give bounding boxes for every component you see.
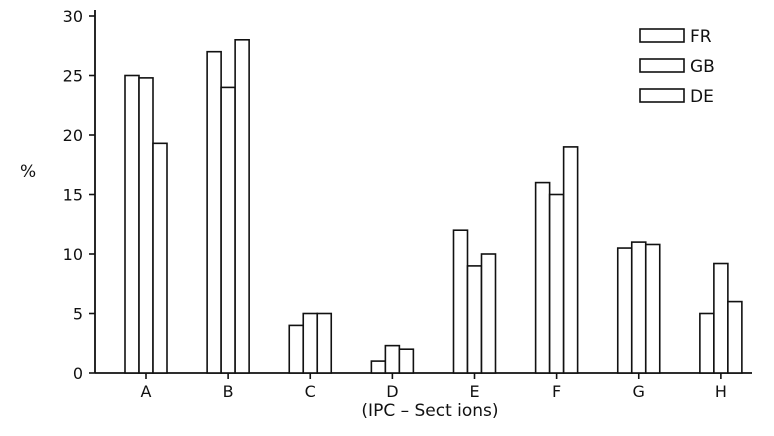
bar-A-DE xyxy=(152,142,168,374)
y-tick-label: 25 xyxy=(63,67,83,86)
bar-E-GB xyxy=(466,265,483,374)
legend-swatch-GB xyxy=(639,58,685,73)
y-tick-label: 5 xyxy=(73,305,83,324)
x-tick-label: C xyxy=(305,382,316,401)
bar-F-GB xyxy=(548,193,565,374)
bar-F-FR xyxy=(534,181,551,374)
x-tick-label: A xyxy=(141,382,152,401)
y-tick-label: 20 xyxy=(63,126,83,145)
legend: FR GB DE xyxy=(639,27,715,107)
bar-H-DE xyxy=(727,300,743,374)
x-axis: A B C D E F G H xyxy=(95,372,752,401)
x-tick-label: D xyxy=(386,382,398,401)
x-tick-label: G xyxy=(633,382,645,401)
bar-F-DE xyxy=(562,146,579,374)
bar-A-FR xyxy=(124,74,140,374)
y-tick-label: 0 xyxy=(73,364,83,383)
bar-D-GB xyxy=(384,344,401,374)
bar-B-FR xyxy=(206,50,222,374)
bar-D-DE xyxy=(398,348,415,374)
bar-G-GB xyxy=(630,241,647,374)
bar-C-DE xyxy=(316,312,333,374)
y-tick-label: 30 xyxy=(63,7,83,26)
legend-label-FR: FR xyxy=(690,27,712,47)
legend-swatch-FR xyxy=(639,28,685,43)
y-tick-label: 10 xyxy=(63,245,83,264)
bar-D-FR xyxy=(370,360,387,374)
bar-G-DE xyxy=(644,243,661,374)
legend-label-GB: GB xyxy=(690,57,715,77)
bar-A-GB xyxy=(138,77,154,374)
y-axis: 0 5 10 15 20 25 30 xyxy=(63,7,96,383)
x-axis-label: (IPC – Sect ions) xyxy=(361,401,498,421)
bar-C-GB xyxy=(302,312,319,374)
bar-H-FR xyxy=(699,312,715,374)
bar-H-GB xyxy=(713,262,729,374)
legend-label-DE: DE xyxy=(690,87,714,107)
x-tick-label: H xyxy=(715,382,727,401)
y-axis-label: % xyxy=(20,162,36,182)
bars xyxy=(124,38,743,374)
bar-C-FR xyxy=(288,324,305,374)
bar-E-FR xyxy=(452,229,469,374)
legend-swatch-DE xyxy=(639,88,685,103)
x-tick-label: E xyxy=(469,382,479,401)
x-tick-label: B xyxy=(223,382,234,401)
bar-B-DE xyxy=(234,38,250,374)
bar-E-DE xyxy=(480,253,497,374)
bar-G-FR xyxy=(616,247,633,374)
bar-B-GB xyxy=(220,86,236,374)
y-tick-label: 15 xyxy=(63,186,83,205)
x-tick-label: F xyxy=(552,382,561,401)
